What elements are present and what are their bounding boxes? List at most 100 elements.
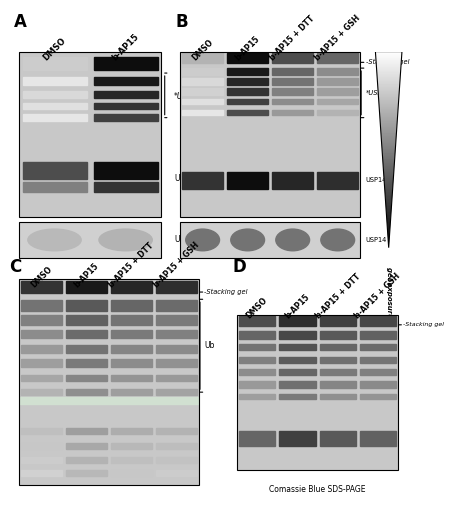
Text: gel exposure time: gel exposure time [386,267,392,338]
Text: b-AP15: b-AP15 [73,261,100,289]
Bar [318,68,358,75]
Bar [21,300,62,311]
Bar [94,57,157,70]
Bar [182,68,223,75]
Bar [94,103,157,109]
Bar [228,99,268,104]
Bar [66,443,107,449]
Bar [319,431,356,446]
Bar [279,431,316,446]
Bar [156,300,197,311]
Bar [279,357,316,363]
Bar [182,99,223,104]
Text: *USP14: *USP14 [174,92,203,101]
Bar [156,359,197,367]
Bar [239,331,275,338]
Bar [182,172,223,189]
Bar [111,281,152,293]
Text: -Stacking gel: -Stacking gel [403,322,444,327]
Bar [319,316,356,326]
Bar [21,345,62,353]
Text: B: B [175,13,188,31]
Bar [156,330,197,338]
Bar [111,315,152,325]
Bar [279,331,316,338]
Bar [21,315,62,325]
Bar [111,375,152,381]
Text: DMSO: DMSO [29,264,54,289]
Bar [156,345,197,353]
Bar [279,316,316,326]
Bar [94,182,157,192]
Text: b-AP15 + DTT: b-AP15 + DTT [107,240,156,289]
Bar [21,470,62,476]
Bar [182,78,223,85]
Bar [319,394,356,399]
Bar [21,281,62,293]
Text: *USP14: *USP14 [365,90,391,96]
Bar [66,345,107,353]
Bar [182,88,223,94]
Bar [239,394,275,399]
Bar [319,357,356,363]
Bar [239,344,275,350]
Bar [360,344,396,350]
Bar [279,369,316,375]
Bar [21,428,62,434]
Bar [111,443,152,449]
Bar [239,369,275,375]
Bar [360,381,396,388]
Bar [111,457,152,463]
Bar [111,359,152,367]
Ellipse shape [276,229,310,251]
Text: b-AP15 + GSH: b-AP15 + GSH [354,271,402,320]
Bar [23,103,86,109]
Bar [23,91,86,98]
Bar [319,369,356,375]
Bar [360,357,396,363]
Bar [318,78,358,85]
Bar [228,110,268,115]
Bar [360,331,396,338]
Text: Comassie Blue SDS-PAGE: Comassie Blue SDS-PAGE [269,485,366,494]
Bar [319,344,356,350]
Bar [156,315,197,325]
Bar [66,281,107,293]
Bar [239,316,275,326]
Bar [239,357,275,363]
Bar [239,431,275,446]
Bar [319,381,356,388]
Bar [273,88,313,94]
Ellipse shape [28,229,81,251]
Bar [279,381,316,388]
Bar [21,359,62,367]
Text: b-AP15 + DTT: b-AP15 + DTT [313,271,362,320]
Bar [318,172,358,189]
Ellipse shape [321,229,355,251]
Bar [279,394,316,399]
Text: USP14: USP14 [174,235,199,245]
Bar [360,369,396,375]
Bar [23,77,86,86]
Bar [111,300,152,311]
Text: USP14: USP14 [365,178,387,183]
Bar [21,375,62,381]
Bar [111,389,152,395]
Text: b-AP15 + GSH: b-AP15 + GSH [313,13,362,62]
Text: b-AP15 + DTT: b-AP15 + DTT [268,13,317,62]
Bar [23,162,86,179]
Bar [273,78,313,85]
Bar [318,99,358,104]
Text: DMSO: DMSO [245,295,270,320]
Bar [19,397,199,404]
Bar [182,53,223,63]
Bar [111,345,152,353]
Bar [228,53,268,63]
Ellipse shape [231,229,264,251]
Text: Ub: Ub [204,341,215,350]
Bar [94,91,157,98]
Bar [21,389,62,395]
Bar [94,162,157,179]
Bar [156,389,197,395]
Bar [94,115,157,121]
